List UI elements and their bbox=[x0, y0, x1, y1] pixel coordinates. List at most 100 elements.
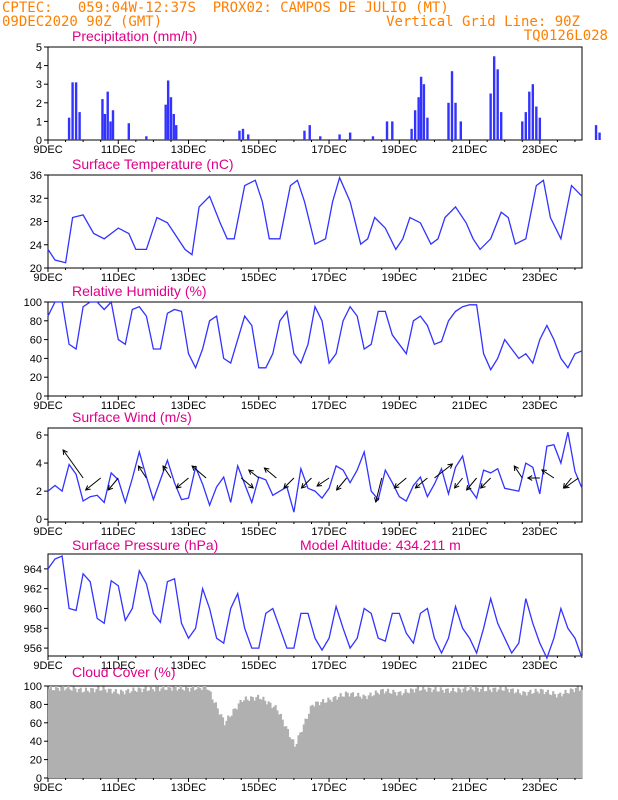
wind-arrow bbox=[176, 477, 189, 489]
wind-arrow bbox=[480, 477, 492, 489]
wind-arrow bbox=[434, 463, 453, 479]
cloud-bar bbox=[504, 686, 507, 778]
cloud-bar bbox=[251, 696, 254, 778]
x-tick-label: 21DEC bbox=[452, 526, 488, 538]
cloud-bar bbox=[392, 689, 395, 778]
cloud-bar bbox=[207, 690, 211, 778]
series-line bbox=[47, 300, 583, 372]
cloud-bar bbox=[401, 695, 404, 778]
cloud-bar bbox=[116, 693, 119, 778]
cloud-bar bbox=[341, 696, 344, 778]
x-tick-label: 11DEC bbox=[101, 400, 136, 412]
x-tick-label: 13DEC bbox=[171, 144, 207, 156]
cloud-bar bbox=[441, 689, 444, 778]
wind-arrow-head bbox=[335, 485, 342, 491]
cloud-bar bbox=[567, 693, 571, 778]
cloud-bar bbox=[118, 694, 121, 778]
cloud-bar bbox=[327, 697, 330, 778]
precip-bar bbox=[459, 121, 462, 140]
cloud-bar bbox=[434, 687, 437, 778]
precip-bar bbox=[74, 82, 78, 140]
y-tick-label: 960 bbox=[24, 603, 42, 615]
x-tick-label: 9DEC bbox=[33, 272, 62, 284]
cloud-bar bbox=[423, 689, 427, 778]
cloud-bar bbox=[320, 701, 323, 778]
y-tick-label: 0 bbox=[36, 514, 42, 526]
x-tick-label: 23DEC bbox=[522, 272, 558, 284]
wind-arrow-head bbox=[414, 483, 421, 489]
x-tick-label: 21DEC bbox=[452, 272, 488, 284]
cloud-bar bbox=[499, 686, 502, 778]
x-tick-label: 13DEC bbox=[171, 782, 207, 794]
precip-bar bbox=[238, 130, 241, 140]
wind-arrow-head bbox=[316, 481, 323, 487]
cloud-bar bbox=[462, 688, 465, 778]
cloud-bar bbox=[292, 739, 295, 778]
wind-arrow-head bbox=[447, 463, 454, 469]
y-tick-label: 2 bbox=[36, 98, 42, 110]
precip-bar bbox=[78, 112, 81, 140]
x-tick-label: 9DEC bbox=[33, 660, 62, 672]
cloud-bar bbox=[538, 693, 541, 778]
precip-bar bbox=[111, 110, 115, 140]
cloud-bar bbox=[220, 714, 223, 778]
cloud-bar bbox=[402, 693, 405, 778]
cloud-bar bbox=[369, 692, 372, 778]
cloud-bar bbox=[285, 726, 288, 778]
panel-5: Cloud Cover (%) 0 20 40 60 80 100 9DEC 11DEC 13DE… bbox=[24, 664, 583, 794]
cloud-bar bbox=[98, 690, 102, 778]
cloud-bar bbox=[279, 713, 283, 778]
cloud-bar bbox=[478, 691, 481, 778]
wind-arrow-head bbox=[247, 469, 254, 475]
cloud-bar bbox=[444, 688, 448, 778]
panel-3: Surface Wind (m/s) 0 2 4 6 9DEC 11DEC 13DEC 15DE… bbox=[33, 409, 583, 538]
precip-bar bbox=[535, 106, 538, 140]
cloud-bar bbox=[436, 691, 439, 778]
wind-arrow bbox=[415, 477, 428, 489]
cloud-bar bbox=[531, 693, 534, 778]
cloud-bar bbox=[149, 686, 153, 778]
x-tick-label: 17DEC bbox=[311, 144, 347, 156]
cloud-bar bbox=[415, 688, 418, 778]
cloud-bar bbox=[481, 686, 485, 778]
wind-arrow-head bbox=[107, 485, 114, 491]
precip-bar bbox=[109, 121, 112, 140]
cloud-bar bbox=[416, 686, 420, 778]
x-tick-label: 9DEC bbox=[33, 400, 62, 412]
cloud-bar bbox=[227, 715, 230, 778]
cloud-bar bbox=[318, 705, 321, 778]
cloud-bar bbox=[283, 726, 286, 778]
cloud-bar bbox=[574, 687, 578, 778]
wind-arrow-head bbox=[283, 483, 289, 489]
cloud-bar bbox=[216, 708, 219, 778]
y-tick-label: 40 bbox=[30, 353, 42, 365]
cloud-bar bbox=[81, 692, 84, 778]
cloud-bar bbox=[315, 701, 318, 778]
y-tick-label: 80 bbox=[30, 699, 42, 711]
x-tick-label: 11DEC bbox=[101, 272, 136, 284]
cloud-bar bbox=[267, 701, 270, 778]
cloud-bar bbox=[209, 691, 212, 778]
panel-4: Surface Pressure (hPa) Model Altitude: 43… bbox=[24, 537, 583, 672]
cloud-bar bbox=[427, 687, 430, 778]
cloud-bar bbox=[411, 689, 414, 778]
x-tick-label: 23DEC bbox=[522, 144, 558, 156]
wind-arrow-head bbox=[526, 475, 533, 481]
precip-bar bbox=[450, 71, 454, 140]
cloud-bar bbox=[455, 692, 458, 778]
cloud-bar bbox=[299, 732, 302, 778]
y-tick-label: 958 bbox=[24, 623, 42, 635]
y-tick-label: 4 bbox=[36, 61, 42, 73]
x-tick-label: 23DEC bbox=[522, 526, 558, 538]
cloud-bar bbox=[135, 691, 138, 778]
cloud-bar bbox=[281, 719, 284, 778]
cloud-bar bbox=[525, 695, 528, 778]
cloud-bar bbox=[543, 694, 546, 778]
cloud-bar bbox=[397, 691, 400, 778]
x-tick-label: 19DEC bbox=[382, 400, 418, 412]
cloud-bar bbox=[552, 691, 555, 778]
cloud-bar bbox=[348, 696, 351, 778]
cloud-bar bbox=[576, 686, 579, 778]
cloud-bar bbox=[58, 690, 61, 778]
cloud-bar bbox=[90, 687, 93, 778]
